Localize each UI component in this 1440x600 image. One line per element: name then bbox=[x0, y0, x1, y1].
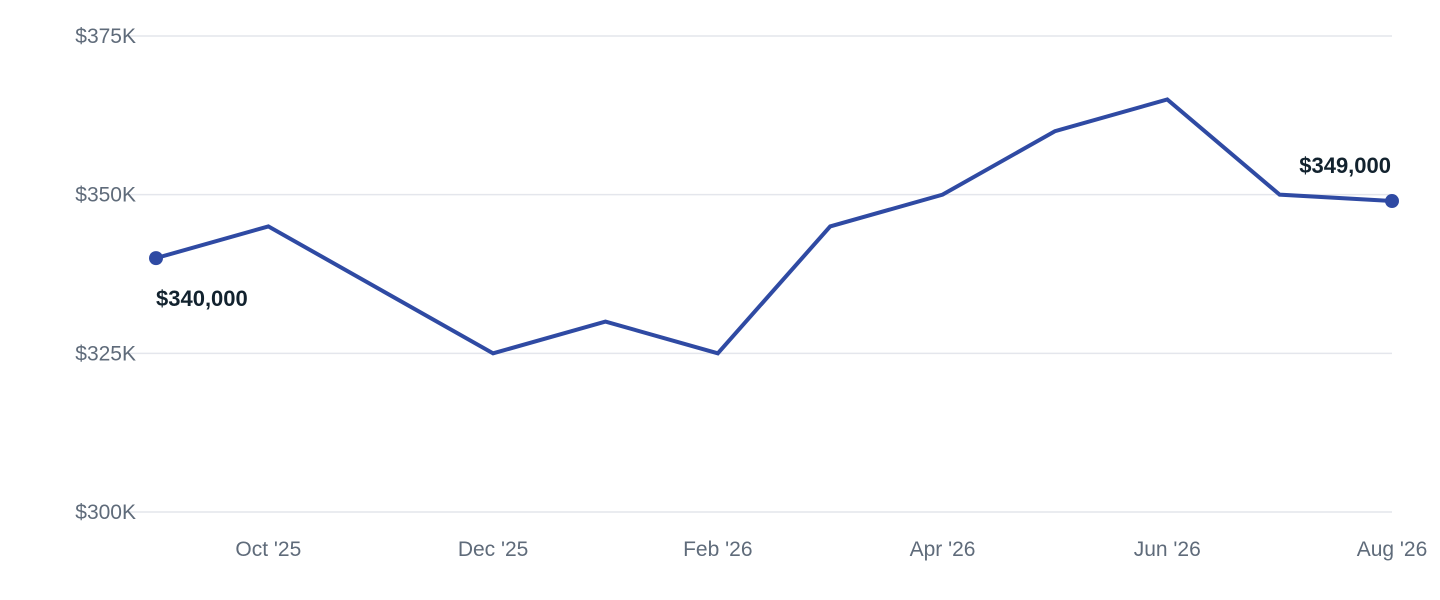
data-label: $349,000 bbox=[1299, 153, 1391, 178]
grid-lines bbox=[126, 35, 1392, 513]
series-group bbox=[149, 97, 1399, 356]
y-tick-label: $350K bbox=[75, 184, 136, 207]
x-tick-label: Dec '25 bbox=[458, 538, 529, 561]
x-tick-label: Feb '26 bbox=[683, 538, 752, 561]
data-label: $340,000 bbox=[156, 286, 248, 311]
x-tick-label: Oct '25 bbox=[235, 538, 301, 561]
x-tick-label: Apr '26 bbox=[910, 538, 976, 561]
x-tick-label: Aug '26 bbox=[1357, 538, 1428, 561]
y-tick-label: $300K bbox=[75, 501, 136, 524]
series-line bbox=[154, 97, 1394, 356]
x-tick-label: Jun '26 bbox=[1134, 538, 1201, 561]
y-tick-label: $325K bbox=[75, 342, 136, 365]
data-labels: $340,000 $349,000 bbox=[156, 153, 1391, 311]
x-axis-tick-labels: Oct '25 Dec '25 Feb '26 Apr '26 Jun '26 Aug '… bbox=[235, 538, 1427, 561]
data-point-marker bbox=[149, 251, 163, 266]
data-point-marker bbox=[1385, 194, 1399, 209]
y-axis-tick-labels: $300K $325K $350K $375K bbox=[75, 25, 136, 524]
y-tick-label: $375K bbox=[75, 25, 136, 48]
